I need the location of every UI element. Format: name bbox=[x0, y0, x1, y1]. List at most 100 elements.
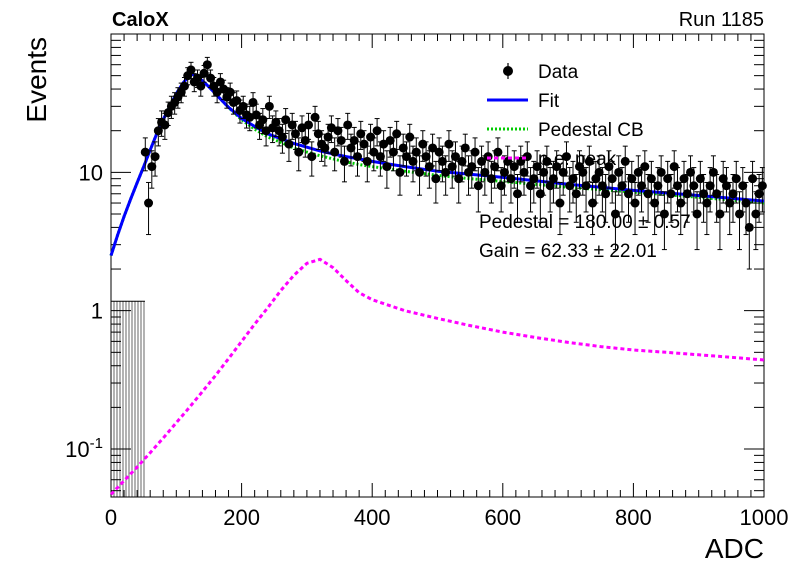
data-point bbox=[343, 112, 353, 140]
data-marker bbox=[287, 120, 297, 130]
data-point bbox=[610, 191, 620, 251]
data-marker bbox=[656, 167, 666, 177]
data-point bbox=[150, 141, 160, 177]
y-tick-exponent: -1 bbox=[90, 435, 103, 452]
data-marker bbox=[731, 174, 741, 184]
data-point bbox=[676, 181, 686, 236]
data-point bbox=[290, 120, 300, 150]
gain-annotation: Gain = 62.33 ± 22.01 bbox=[479, 241, 657, 262]
x-tick-label: 200 bbox=[223, 505, 260, 530]
data-marker bbox=[366, 132, 376, 142]
data-marker bbox=[519, 167, 529, 177]
data-point bbox=[421, 141, 431, 177]
data-marker bbox=[584, 156, 594, 166]
data-point bbox=[699, 174, 709, 223]
data-marker bbox=[460, 143, 470, 153]
data-marker bbox=[147, 162, 157, 172]
data-marker bbox=[552, 162, 562, 172]
data-point bbox=[330, 137, 340, 172]
data-point bbox=[307, 141, 317, 177]
data-marker bbox=[202, 60, 212, 70]
data-point bbox=[437, 145, 447, 183]
legend-data-marker bbox=[503, 66, 513, 76]
y-tick-label: 10-1 bbox=[65, 435, 103, 462]
data-marker bbox=[144, 198, 154, 208]
x-tick-label: 0 bbox=[105, 505, 117, 530]
legend-label-data: Data bbox=[538, 62, 579, 83]
data-marker bbox=[620, 156, 630, 166]
data-marker bbox=[689, 181, 699, 191]
data-marker bbox=[179, 81, 189, 91]
data-marker bbox=[411, 147, 421, 157]
axes-layer: 0 200 400 600 800 1000 10-1 1 10 bbox=[65, 33, 789, 530]
data-point bbox=[682, 174, 692, 223]
x-tick-label: 800 bbox=[615, 505, 652, 530]
data-point bbox=[395, 155, 405, 196]
data-marker bbox=[715, 209, 725, 219]
data-marker bbox=[643, 189, 653, 199]
data-marker bbox=[545, 181, 555, 191]
data-point bbox=[304, 112, 314, 140]
data-point bbox=[140, 137, 150, 172]
data-point bbox=[630, 181, 640, 236]
x-tick-label: 1000 bbox=[740, 505, 789, 530]
data-marker bbox=[738, 181, 748, 191]
data-marker bbox=[539, 167, 549, 177]
run-label: Run 1185 bbox=[679, 9, 764, 31]
data-marker bbox=[271, 117, 281, 127]
data-point bbox=[656, 155, 666, 196]
data-marker bbox=[630, 198, 640, 208]
data-point bbox=[349, 126, 359, 158]
data-marker bbox=[398, 143, 408, 153]
data-point bbox=[692, 191, 702, 251]
data-marker bbox=[669, 162, 679, 172]
data-marker bbox=[160, 120, 170, 130]
legend-label-pedestal: Pedestal CB bbox=[538, 120, 644, 141]
data-marker bbox=[199, 68, 209, 78]
data-marker bbox=[571, 189, 581, 199]
data-marker bbox=[757, 181, 767, 191]
data-point bbox=[375, 141, 385, 177]
data-point bbox=[457, 145, 467, 183]
data-marker bbox=[339, 156, 349, 166]
data-point bbox=[561, 141, 571, 177]
x-axis-title: ADC bbox=[705, 533, 764, 564]
data-marker bbox=[666, 189, 676, 199]
data-marker bbox=[356, 129, 366, 139]
data-marker bbox=[561, 152, 571, 162]
data-marker bbox=[578, 167, 588, 177]
data-marker bbox=[193, 73, 203, 83]
data-point bbox=[424, 150, 434, 189]
data-marker bbox=[614, 167, 624, 177]
data-point bbox=[160, 112, 170, 140]
data-point bbox=[454, 160, 464, 204]
data-marker bbox=[597, 181, 607, 191]
data-point bbox=[646, 160, 656, 204]
data-marker bbox=[512, 189, 522, 199]
data-marker bbox=[251, 110, 261, 120]
data-point bbox=[441, 155, 451, 196]
data-marker bbox=[499, 167, 509, 177]
data-marker bbox=[284, 139, 294, 149]
data-marker bbox=[408, 156, 418, 166]
data-point bbox=[372, 118, 382, 147]
data-point bbox=[666, 174, 676, 223]
data-marker bbox=[310, 112, 320, 122]
data-marker bbox=[682, 189, 692, 199]
data-marker bbox=[150, 152, 160, 162]
plot-frame bbox=[110, 33, 765, 498]
data-marker bbox=[555, 198, 565, 208]
data-layer bbox=[140, 56, 767, 270]
data-point bbox=[555, 181, 565, 236]
data-marker bbox=[480, 167, 490, 177]
data-marker bbox=[330, 147, 340, 157]
data-point bbox=[558, 155, 568, 196]
data-marker bbox=[506, 174, 516, 184]
data-marker bbox=[748, 174, 758, 184]
data-marker bbox=[362, 156, 372, 166]
data-point bbox=[669, 150, 679, 189]
data-marker bbox=[215, 77, 225, 87]
data-marker bbox=[493, 147, 503, 157]
data-marker bbox=[290, 129, 300, 139]
data-marker bbox=[650, 198, 660, 208]
